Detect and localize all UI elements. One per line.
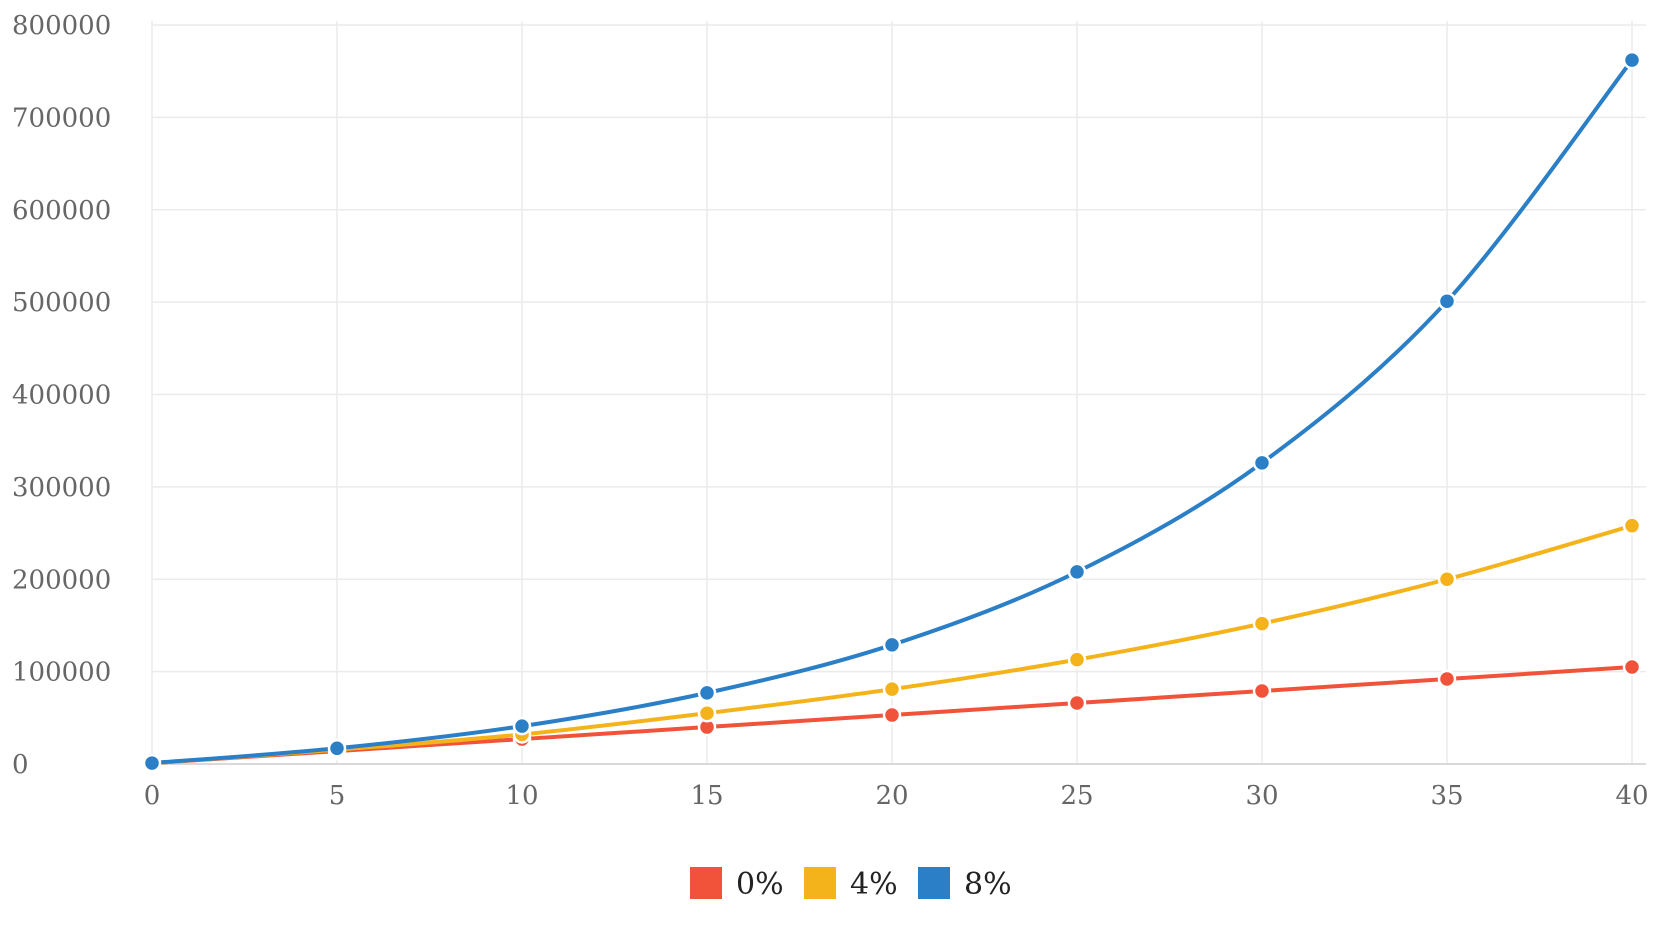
y-tick-label: 200000	[12, 565, 111, 595]
data-point-4pct[interactable]	[1252, 614, 1272, 633]
data-point-0pct[interactable]	[1622, 657, 1642, 677]
axes: 0 5 10 15 20 25 30 35 40 0 100000 200000 300000 40000…	[12, 11, 1649, 811]
y-tick-label: 700000	[12, 103, 111, 133]
grid	[151, 21, 1646, 764]
x-tick-label: 20	[875, 781, 908, 811]
data-point-4pct[interactable]	[1067, 650, 1087, 669]
x-tick-label: 10	[505, 781, 538, 811]
data-point-0pct[interactable]	[1252, 681, 1272, 701]
data-point-8pct[interactable]	[142, 753, 162, 773]
data-point-8pct[interactable]	[1437, 291, 1457, 311]
data-point-0pct[interactable]	[1437, 669, 1457, 689]
series	[142, 50, 1642, 773]
data-point-8pct[interactable]	[512, 716, 532, 736]
x-tick-label: 25	[1060, 781, 1093, 811]
legend-label: 4%	[850, 867, 898, 902]
legend-swatch	[918, 867, 950, 899]
data-point-8pct[interactable]	[697, 683, 717, 703]
y-tick-label: 500000	[12, 288, 111, 318]
y-tick-label: 100000	[12, 658, 111, 688]
data-point-4pct[interactable]	[1622, 516, 1642, 535]
x-tick-label: 30	[1245, 781, 1278, 811]
data-point-4pct[interactable]	[1437, 570, 1457, 589]
x-tick-label: 0	[144, 781, 161, 811]
legend-item-4pct[interactable]: 4%	[804, 867, 898, 902]
legend-swatch	[804, 867, 836, 899]
y-tick-label: 800000	[12, 11, 111, 41]
y-tick-label: 600000	[12, 196, 111, 226]
y-tick-label: 0	[12, 750, 29, 780]
data-point-8pct[interactable]	[1067, 562, 1087, 582]
series-8pct	[142, 50, 1642, 773]
data-point-8pct[interactable]	[1252, 453, 1272, 473]
legend-label: 0%	[736, 867, 784, 902]
x-tick-label: 15	[690, 781, 723, 811]
legend-swatch	[690, 867, 722, 899]
legend-item-0pct[interactable]: 0%	[690, 867, 784, 902]
legend-label: 8%	[964, 867, 1012, 902]
data-point-0pct[interactable]	[1067, 693, 1087, 713]
series-line-8pct	[150, 58, 1634, 766]
data-point-8pct[interactable]	[327, 739, 347, 758]
data-point-8pct[interactable]	[1622, 50, 1642, 70]
data-point-4pct[interactable]	[882, 679, 902, 699]
x-tick-label: 35	[1430, 781, 1463, 811]
data-point-8pct[interactable]	[882, 635, 902, 655]
x-tick-label: 5	[329, 781, 346, 811]
x-tick-label: 40	[1615, 781, 1648, 811]
y-tick-label: 400000	[12, 381, 111, 411]
data-point-0pct[interactable]	[882, 705, 902, 725]
data-point-4pct[interactable]	[697, 703, 717, 723]
y-tick-label: 300000	[12, 473, 111, 503]
legend: 0% 4% 8%	[690, 867, 1012, 902]
legend-item-8pct[interactable]: 8%	[918, 867, 1012, 902]
